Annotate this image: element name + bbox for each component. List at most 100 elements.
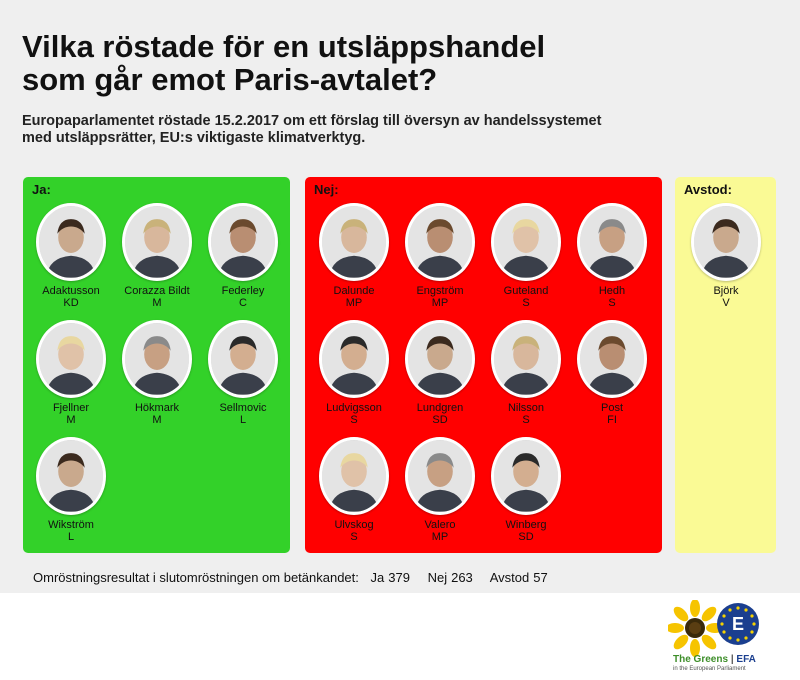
member-name: Dalunde bbox=[333, 285, 375, 297]
person-silhouette-icon bbox=[39, 440, 103, 512]
member-portrait bbox=[208, 203, 278, 281]
person-silhouette-icon bbox=[322, 206, 386, 278]
member-card: Björk V bbox=[683, 203, 769, 309]
member-card: Winberg SD bbox=[483, 437, 569, 543]
vote-nej-label: Nej bbox=[427, 570, 448, 585]
logo-wordmark: The Greens | EFA bbox=[673, 654, 756, 665]
vote-ja-label: Ja bbox=[370, 570, 385, 585]
member-party: SD bbox=[518, 531, 534, 543]
member-portrait bbox=[577, 320, 647, 398]
person-silhouette-icon bbox=[125, 206, 189, 278]
member-party: MP bbox=[431, 531, 449, 543]
member-card: Sellmovic L bbox=[200, 320, 286, 426]
member-portrait bbox=[405, 320, 475, 398]
member-card: Corazza Bildt M bbox=[114, 203, 200, 309]
member-portrait bbox=[122, 320, 192, 398]
person-silhouette-icon bbox=[125, 323, 189, 395]
person-silhouette-icon bbox=[39, 323, 103, 395]
member-portrait bbox=[491, 203, 561, 281]
vote-ja-value: 379 bbox=[388, 570, 410, 585]
member-party: M bbox=[152, 297, 162, 309]
person-silhouette-icon bbox=[408, 323, 472, 395]
member-portrait bbox=[319, 320, 389, 398]
panel-ja-label: Ja: bbox=[32, 182, 51, 197]
person-silhouette-icon bbox=[694, 206, 758, 278]
member-name: Ludvigsson bbox=[326, 402, 382, 414]
vote-result: Omröstningsresultat i slutomröstningen o… bbox=[33, 570, 562, 585]
member-portrait bbox=[491, 437, 561, 515]
person-silhouette-icon bbox=[322, 323, 386, 395]
member-card: Federley C bbox=[200, 203, 286, 309]
person-silhouette-icon bbox=[408, 440, 472, 512]
person-silhouette-icon bbox=[211, 206, 275, 278]
svg-text:E: E bbox=[732, 614, 744, 634]
person-silhouette-icon bbox=[580, 206, 644, 278]
member-card: Hökmark M bbox=[114, 320, 200, 426]
page-title: Vilka röstade för en utsläppshandel som … bbox=[22, 29, 546, 97]
person-silhouette-icon bbox=[39, 206, 103, 278]
vote-avstod-value: 57 bbox=[533, 570, 548, 585]
member-card: Dalunde MP bbox=[311, 203, 397, 309]
member-party: MP bbox=[431, 297, 449, 309]
member-party: SD bbox=[432, 414, 448, 426]
member-name: Winberg bbox=[505, 519, 547, 531]
member-name: Guteland bbox=[503, 285, 549, 297]
member-card: Hedh S bbox=[569, 203, 655, 309]
vote-avstod-label: Avstod bbox=[489, 570, 530, 585]
member-name: Engström bbox=[416, 285, 464, 297]
member-party: S bbox=[350, 414, 358, 426]
member-portrait bbox=[405, 437, 475, 515]
member-name: Federley bbox=[221, 285, 265, 297]
member-name: Lundgren bbox=[416, 402, 464, 414]
vote-nej-value: 263 bbox=[451, 570, 473, 585]
member-card: Engström MP bbox=[397, 203, 483, 309]
person-silhouette-icon bbox=[494, 440, 558, 512]
member-card: Nilsson S bbox=[483, 320, 569, 426]
member-name: Hökmark bbox=[134, 402, 179, 414]
panel-avstod-label: Avstod: bbox=[684, 182, 732, 197]
member-card: Valero MP bbox=[397, 437, 483, 543]
member-party: S bbox=[350, 531, 358, 543]
member-name: Hedh bbox=[598, 285, 626, 297]
member-portrait bbox=[319, 437, 389, 515]
member-portrait bbox=[36, 203, 106, 281]
member-name: Corazza Bildt bbox=[124, 285, 190, 297]
member-party: MP bbox=[345, 297, 363, 309]
member-party: S bbox=[608, 297, 616, 309]
member-card: Fjellner M bbox=[28, 320, 114, 426]
member-name: Sellmovic bbox=[219, 402, 267, 414]
member-party: V bbox=[722, 297, 730, 309]
member-party: L bbox=[67, 531, 75, 543]
member-portrait bbox=[691, 203, 761, 281]
panel-nej-label: Nej: bbox=[314, 182, 339, 197]
member-card: Post FI bbox=[569, 320, 655, 426]
person-silhouette-icon bbox=[408, 206, 472, 278]
member-name: Wikström bbox=[48, 519, 94, 531]
member-name: Post bbox=[600, 402, 623, 414]
member-portrait bbox=[405, 203, 475, 281]
member-portrait bbox=[36, 320, 106, 398]
member-party: C bbox=[239, 297, 247, 309]
member-party: M bbox=[66, 414, 76, 426]
vote-result-label: Omröstningsresultat i slutomröstningen o… bbox=[33, 570, 359, 585]
member-party: M bbox=[152, 414, 162, 426]
member-portrait bbox=[208, 320, 278, 398]
member-portrait bbox=[577, 203, 647, 281]
person-silhouette-icon bbox=[580, 323, 644, 395]
member-card: Lundgren SD bbox=[397, 320, 483, 426]
person-silhouette-icon bbox=[494, 206, 558, 278]
member-name: Valero bbox=[424, 519, 456, 531]
member-portrait bbox=[491, 320, 561, 398]
member-portrait bbox=[319, 203, 389, 281]
member-name: Björk bbox=[713, 285, 739, 297]
member-card: Guteland S bbox=[483, 203, 569, 309]
page-subtitle: Europaparlamentet röstade 15.2.2017 om e… bbox=[22, 113, 602, 146]
sunflower-icon bbox=[668, 600, 724, 657]
member-card: Adaktusson KD bbox=[28, 203, 114, 309]
person-silhouette-icon bbox=[322, 440, 386, 512]
member-party: L bbox=[239, 414, 247, 426]
member-card: Ludvigsson S bbox=[311, 320, 397, 426]
member-party: FI bbox=[607, 414, 617, 426]
person-silhouette-icon bbox=[211, 323, 275, 395]
member-card: Wikström L bbox=[28, 437, 114, 543]
